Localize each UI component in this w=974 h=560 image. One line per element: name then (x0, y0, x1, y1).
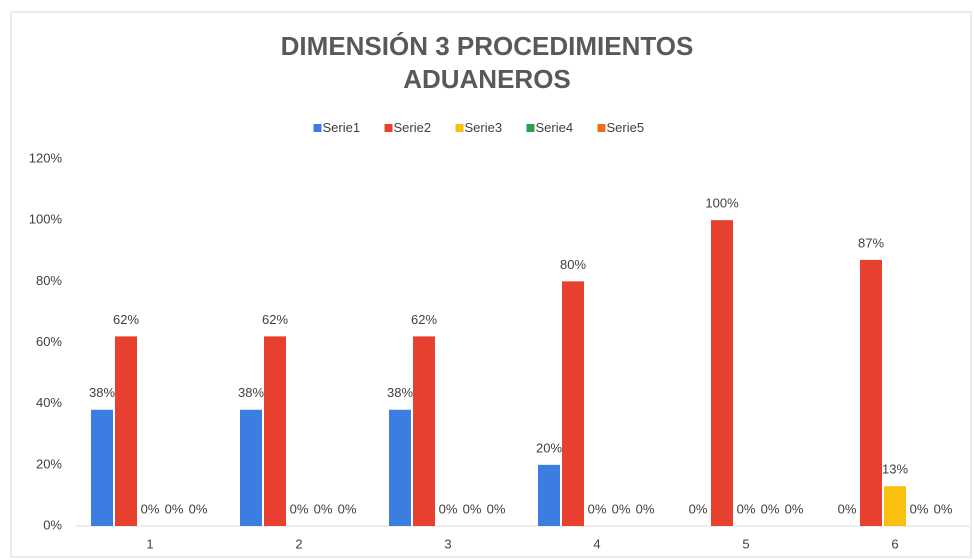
x-tick-label: 5 (742, 536, 749, 551)
data-label: 0% (838, 501, 857, 516)
legend-swatch (597, 124, 606, 132)
chart-border (10, 11, 972, 558)
data-label: 0% (737, 501, 756, 516)
y-tick-label: 120% (29, 150, 63, 165)
data-label: 13% (882, 462, 908, 477)
data-label: 38% (387, 385, 413, 400)
bar (264, 336, 286, 526)
data-label: 0% (934, 501, 953, 516)
data-label: 0% (141, 501, 160, 516)
y-tick-label: 20% (36, 456, 62, 471)
bar (860, 259, 882, 526)
data-label: 0% (189, 501, 208, 516)
legend-swatch (313, 124, 322, 132)
legend-label: Serie1 (323, 120, 361, 135)
data-label: 0% (290, 501, 309, 516)
bar (562, 281, 584, 526)
x-tick-label: 6 (891, 536, 898, 551)
y-tick-label: 40% (36, 395, 62, 410)
bar (389, 409, 411, 526)
data-label: 0% (588, 501, 607, 516)
data-label: 0% (314, 501, 333, 516)
data-label: 80% (560, 257, 586, 272)
bar (115, 336, 137, 526)
data-label: 0% (636, 501, 655, 516)
data-label: 0% (689, 501, 708, 516)
data-label: 62% (113, 312, 139, 327)
legend-swatch (455, 124, 464, 132)
y-tick-label: 0% (43, 517, 62, 532)
bar (91, 409, 113, 526)
data-label: 20% (536, 440, 562, 455)
bar (240, 409, 262, 526)
legend-label: Serie4 (536, 120, 574, 135)
legend-label: Serie5 (607, 120, 645, 135)
legend-label: Serie3 (465, 120, 503, 135)
bar (538, 464, 560, 526)
y-tick-label: 80% (36, 273, 62, 288)
x-tick-label: 2 (295, 536, 302, 551)
data-label: 0% (612, 501, 631, 516)
legend-swatch (526, 124, 535, 132)
chart-title: DIMENSIÓN 3 PROCEDIMIENTOS ADUANEROS (280, 31, 694, 94)
bar (884, 486, 906, 526)
data-label: 100% (705, 196, 739, 211)
y-tick-label: 100% (29, 212, 63, 227)
bar (711, 220, 733, 526)
data-label: 62% (262, 312, 288, 327)
x-tick-label: 3 (444, 536, 451, 551)
x-tick-label: 4 (593, 536, 600, 551)
legend-label: Serie2 (394, 120, 432, 135)
data-label: 62% (411, 312, 437, 327)
data-label: 87% (858, 235, 884, 250)
data-label: 0% (785, 501, 804, 516)
data-label: 38% (238, 385, 264, 400)
data-label: 0% (439, 501, 458, 516)
x-tick-label: 1 (146, 536, 153, 551)
legend-swatch (384, 124, 393, 132)
data-label: 0% (487, 501, 506, 516)
bar (413, 336, 435, 526)
data-label: 38% (89, 385, 115, 400)
data-label: 0% (463, 501, 482, 516)
data-label: 0% (165, 501, 184, 516)
y-tick-label: 60% (36, 334, 62, 349)
data-label: 0% (761, 501, 780, 516)
data-label: 0% (910, 501, 929, 516)
data-label: 0% (338, 501, 357, 516)
